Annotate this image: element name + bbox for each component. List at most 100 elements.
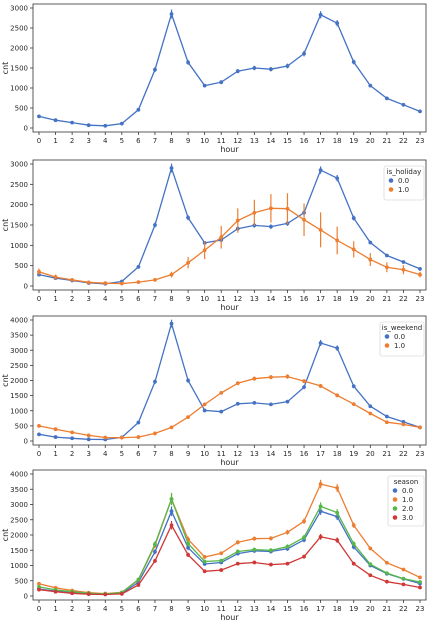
data-point	[318, 534, 323, 539]
legend-box	[383, 165, 425, 201]
data-point	[269, 562, 273, 567]
x-tick-label: 19	[349, 450, 358, 458]
x-tick-label: 5	[120, 450, 124, 458]
data-point	[335, 21, 340, 26]
x-tick-label: 17	[316, 137, 325, 145]
x-tick-label: 8	[169, 137, 173, 145]
x-tick-label: 11	[217, 137, 226, 145]
data-point	[368, 562, 373, 567]
legend-label: 0.0	[398, 177, 409, 185]
x-tick-label: 10	[200, 295, 209, 303]
data-point	[335, 486, 340, 490]
x-axis-label: hour	[220, 145, 239, 154]
x-tick-label: 14	[266, 137, 275, 145]
x-tick-label: 6	[136, 450, 141, 458]
y-axis-label: cnt	[1, 219, 10, 232]
series-line	[38, 523, 421, 596]
x-tick-label: 9	[186, 137, 190, 145]
series-3.0	[37, 520, 422, 597]
data-point	[37, 114, 41, 119]
data-point	[252, 400, 257, 405]
data-point	[418, 580, 422, 584]
data-point	[318, 509, 323, 514]
data-point	[285, 530, 290, 535]
x-tick-label: 9	[186, 605, 190, 613]
y-tick-label: 3000	[10, 161, 28, 169]
x-tick-label: 18	[333, 295, 342, 303]
data-point	[136, 420, 141, 425]
series-line	[38, 375, 421, 439]
data-point	[401, 102, 406, 107]
x-tick-label: 8	[169, 450, 173, 458]
x-tick-label: 6	[136, 295, 141, 303]
x-tick-label: 16	[300, 137, 309, 145]
x-tick-label: 20	[366, 295, 375, 303]
x-tick-label: 22	[399, 450, 408, 458]
data-point	[37, 269, 41, 274]
data-point	[86, 592, 91, 597]
x-tick-label: 0	[37, 450, 41, 458]
data-point	[351, 60, 356, 64]
legend-marker	[388, 187, 394, 192]
x-tick-label: 4	[103, 137, 108, 145]
data-point	[302, 535, 306, 540]
data-point	[70, 436, 75, 441]
data-point	[384, 96, 389, 101]
x-tick-label: 3	[86, 137, 90, 145]
x-tick-label: 22	[399, 137, 408, 145]
legend-title: is_holiday	[387, 168, 422, 176]
y-tick-label: 1000	[10, 562, 28, 570]
x-tick-label: 12	[233, 450, 242, 458]
series-0.0	[37, 506, 422, 597]
y-tick-label: 0	[24, 125, 28, 133]
data-point	[384, 571, 389, 576]
data-point	[153, 559, 157, 563]
data-point	[186, 260, 190, 265]
x-tick-label: 16	[300, 450, 309, 458]
data-point	[401, 267, 406, 272]
data-point	[269, 206, 273, 211]
x-tick-label: 7	[153, 137, 157, 145]
series-1	[37, 9, 422, 128]
x-tick-label: 9	[186, 295, 190, 303]
legend-marker	[384, 343, 390, 348]
data-point	[335, 346, 340, 351]
data-point	[269, 224, 273, 229]
x-tick-label: 18	[333, 137, 342, 145]
data-point	[302, 554, 306, 559]
data-point	[318, 227, 323, 232]
legend-label: 1.0	[402, 496, 413, 504]
x-tick-label: 1	[53, 295, 57, 303]
x-axis-label: hour	[220, 303, 239, 312]
data-point	[252, 210, 257, 215]
data-point	[186, 552, 190, 557]
data-point	[318, 12, 323, 17]
x-tick-label: 14	[266, 295, 275, 303]
data-point	[285, 544, 290, 549]
x-tick-label: 13	[250, 450, 259, 458]
data-point	[335, 538, 340, 543]
x-tick-label: 6	[136, 605, 141, 613]
x-tick-label: 2	[70, 137, 74, 145]
data-point	[302, 519, 306, 524]
legend-title: season	[394, 478, 419, 486]
x-tick-label: 1	[53, 450, 57, 458]
x-tick-label: 18	[333, 605, 342, 613]
legend-box	[379, 321, 425, 357]
x-axis-label: hour	[220, 458, 239, 467]
data-point	[70, 430, 75, 435]
data-point	[153, 431, 157, 436]
data-point	[202, 569, 207, 574]
y-tick-label: 4000	[10, 471, 28, 479]
plot-frame	[32, 315, 427, 446]
data-point	[384, 414, 389, 419]
data-point	[252, 547, 257, 552]
series-line	[38, 11, 421, 127]
data-point	[53, 275, 58, 279]
data-point	[351, 216, 356, 220]
data-point	[169, 425, 174, 430]
data-point	[368, 404, 373, 409]
